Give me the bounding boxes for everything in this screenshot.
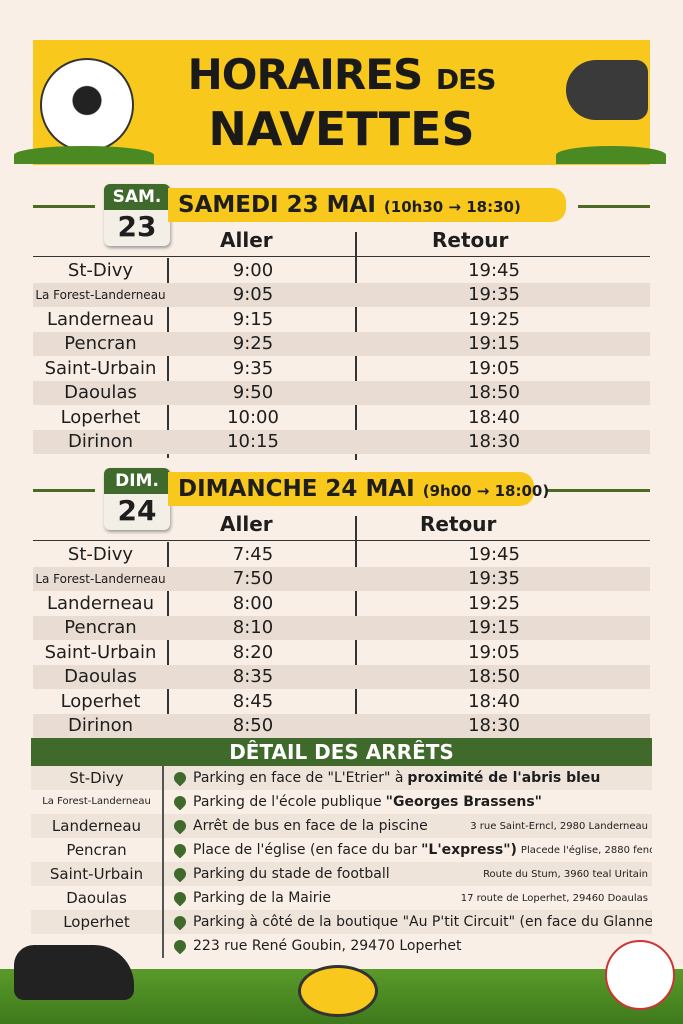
column-divider	[167, 258, 169, 458]
title-line1: HORAIRES DES	[187, 50, 497, 99]
schedule-row: Daoulas 9:50 18:50	[33, 380, 650, 405]
stop-detail-row: Saint-Urbain Parking du stade de football…	[31, 862, 652, 886]
map-pin-icon	[171, 842, 189, 858]
map-pin-icon	[171, 890, 189, 906]
map-pin-icon	[171, 938, 189, 954]
stop-detail-row: Landerneau Arrêt de bus en face de la pis…	[31, 814, 652, 838]
column-retour: Retour	[420, 512, 497, 536]
detail-title: DÊTAIL DES ARRÊTS	[31, 738, 652, 766]
day-title: DIMANCHE 24 MAI (9h00 → 18:00)	[168, 472, 549, 506]
sneaker-icon	[14, 945, 134, 1000]
map-pin-icon	[171, 770, 189, 786]
schedule-row: Dirinon 10:15 18:30	[33, 429, 650, 454]
schedule-row: Pencran 8:10 19:15	[33, 615, 650, 640]
schedule-row: La Forest-Landerneau 9:05 19:35	[33, 282, 650, 307]
title-line2: NAVETTES	[208, 102, 475, 156]
map-pin-icon	[171, 818, 189, 834]
schedule-row: St-Divy 9:00 19:45	[67, 259, 520, 281]
map-pin-icon	[171, 794, 189, 810]
schedule-row: Saint-Urbain 9:35 19:05	[44, 357, 520, 379]
map-pin-icon	[171, 866, 189, 882]
day-title: SAMEDI 23 MAI (10h30 → 18:30)	[168, 188, 566, 222]
divider-line	[578, 205, 650, 208]
baseball-icon	[605, 940, 675, 1010]
schedule-row: Loperhet 10:00 18:40	[60, 406, 520, 428]
map-pin-icon	[171, 914, 189, 930]
divider-line	[33, 205, 95, 208]
column-aller: Aller	[220, 512, 273, 536]
divider-line	[33, 489, 95, 492]
stop-detail-row: La Forest-Landerneau Parking de l'école p…	[31, 790, 652, 814]
column-divider	[167, 542, 169, 742]
stop-detail-row: 223 rue René Goubin, 29470 Loperhet	[31, 934, 652, 958]
schedule-row: Saint-Urbain 8:20 19:05	[44, 641, 520, 663]
grass-decoration	[14, 146, 154, 164]
schedule-row: Loperhet 8:45 18:40	[60, 690, 520, 712]
schedule-row: Dirinon 8:50 18:30	[33, 713, 650, 738]
schedule-row: La Forest-Landerneau 7:50 19:35	[33, 566, 650, 591]
column-retour: Retour	[432, 228, 509, 252]
grass-decoration	[556, 146, 666, 164]
schedule-row: Landerneau 9:15 19:25	[47, 308, 520, 330]
column-aller: Aller	[220, 228, 273, 252]
calendar-icon: DIM. 24	[104, 468, 170, 530]
schedule-row: St-Divy 7:45 19:45	[67, 543, 520, 565]
schedule-row: Daoulas 8:35 18:50	[33, 664, 650, 689]
divider-line	[546, 489, 650, 492]
alarm-clock-icon	[298, 965, 378, 1017]
title-banner: HORAIRES DES NAVETTES	[33, 40, 650, 165]
stop-detail-row: Daoulas Parking de la Mairie 17 route de L…	[31, 886, 652, 910]
stop-detail-row: Pencran Place de l'église (en face du bar…	[31, 838, 652, 862]
stops-detail: DÊTAIL DES ARRÊTS St-Divy Parking en face…	[31, 738, 652, 963]
whistle-icon	[566, 60, 648, 120]
stop-detail-row: St-Divy Parking en face de "L'Etrier" à pr…	[31, 766, 652, 790]
schedule-row: Pencran 9:25 19:15	[33, 331, 650, 356]
calendar-icon: SAM. 23	[104, 184, 170, 246]
stop-detail-row: Loperhet Parking à côté de la boutique "A…	[31, 910, 652, 934]
soccer-ball-icon	[40, 58, 134, 152]
schedule-row: Landerneau 8:00 19:25	[47, 592, 520, 614]
